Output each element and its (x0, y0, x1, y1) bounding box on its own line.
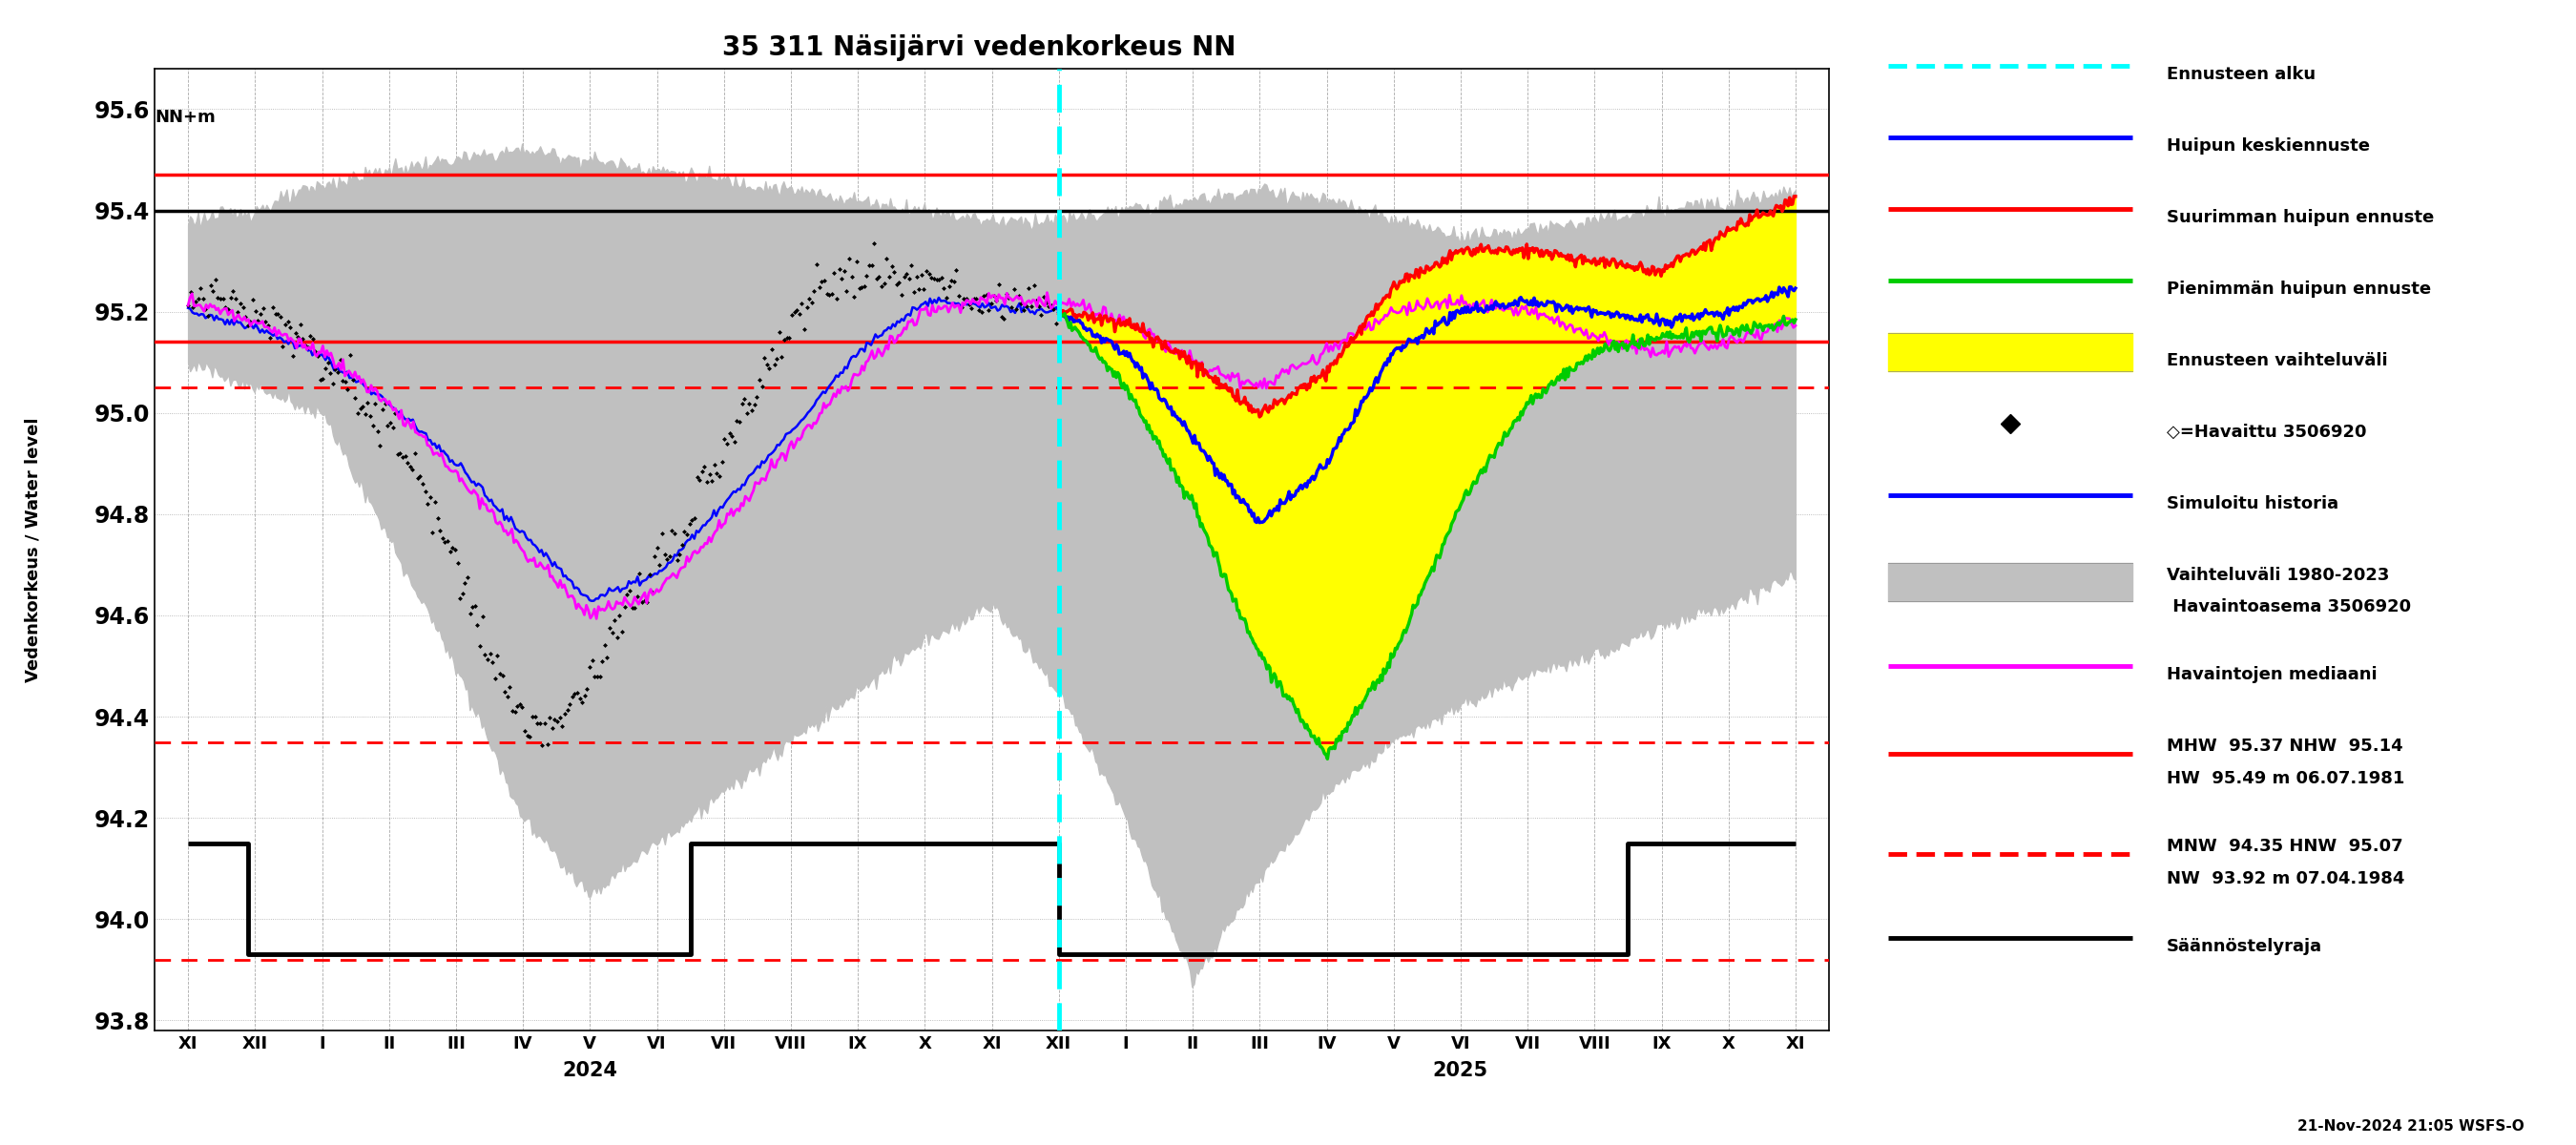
Text: Havaintoasema 3506920: Havaintoasema 3506920 (2166, 599, 2411, 616)
Text: 2025: 2025 (1432, 1061, 1489, 1080)
Text: Vaihteluväli 1980-2023: Vaihteluväli 1980-2023 (2166, 567, 2391, 584)
Text: MNW  94.35 HNW  95.07: MNW 94.35 HNW 95.07 (2166, 838, 2403, 855)
Text: ◇=Havaittu 3506920: ◇=Havaittu 3506920 (2166, 424, 2367, 441)
Text: Simuloitu historia: Simuloitu historia (2166, 495, 2339, 512)
Text: Suurimman huipun ennuste: Suurimman huipun ennuste (2166, 208, 2434, 226)
Y-axis label: Vedenkorkeus / Water level: Vedenkorkeus / Water level (23, 417, 41, 682)
Text: Pienimmän huipun ennuste: Pienimmän huipun ennuste (2166, 281, 2432, 298)
Text: Ennusteen alku: Ennusteen alku (2166, 66, 2316, 84)
Text: Ennusteen vaihteluväli: Ennusteen vaihteluväli (2166, 352, 2388, 369)
Text: 21-Nov-2024 21:05 WSFS-O: 21-Nov-2024 21:05 WSFS-O (2298, 1120, 2524, 1134)
Text: MHW  95.37 NHW  95.14: MHW 95.37 NHW 95.14 (2166, 737, 2403, 755)
Text: 2024: 2024 (562, 1061, 618, 1080)
Text: 35 311 Näsijärvi vedenkorkeus NN: 35 311 Näsijärvi vedenkorkeus NN (721, 34, 1236, 61)
Text: NW  93.92 m 07.04.1984: NW 93.92 m 07.04.1984 (2166, 870, 2403, 887)
Text: Huipun keskiennuste: Huipun keskiennuste (2166, 137, 2370, 155)
Text: Säännöstelyraja: Säännöstelyraja (2166, 938, 2324, 955)
Text: HW  95.49 m 06.07.1981: HW 95.49 m 06.07.1981 (2166, 771, 2403, 788)
Text: Havaintojen mediaani: Havaintojen mediaani (2166, 666, 2378, 684)
Text: NN+m: NN+m (155, 109, 216, 126)
